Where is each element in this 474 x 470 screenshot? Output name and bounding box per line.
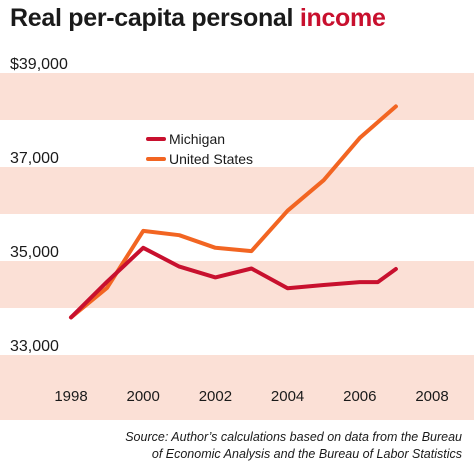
- series-line-michigan: [69, 245, 398, 320]
- y-tick-label: 33,000: [10, 338, 59, 355]
- chart-title-main: Real per-capita personal: [10, 4, 300, 32]
- source-note: Source: Author’s calculations based on d…: [2, 429, 462, 463]
- x-tick-label: 2008: [415, 388, 448, 405]
- chart-title: Real per-capita personal income: [10, 4, 386, 33]
- y-tick-label: 35,000: [10, 244, 59, 261]
- x-tick-label: 2004: [271, 388, 304, 405]
- x-tick-label: 2000: [127, 388, 160, 405]
- x-tick-label: 2006: [343, 388, 376, 405]
- x-tick-label: 2002: [199, 388, 232, 405]
- series-line-united-states: [69, 104, 398, 320]
- grid-band: [0, 73, 474, 120]
- y-tick-label: 37,000: [10, 150, 59, 167]
- grid-band: [0, 261, 474, 308]
- x-tick-label: 1998: [54, 388, 87, 405]
- legend-label: Michigan: [169, 131, 225, 147]
- legend-label: United States: [169, 151, 253, 167]
- grid-band: [0, 167, 474, 214]
- source-line-2: of Economic Analysis and the Bureau of L…: [151, 447, 462, 461]
- chart-title-accent: income: [299, 4, 386, 32]
- y-tick-label: $39,000: [10, 56, 68, 73]
- source-line-1: Source: Author’s calculations based on d…: [125, 430, 462, 444]
- grid-band: [0, 355, 474, 420]
